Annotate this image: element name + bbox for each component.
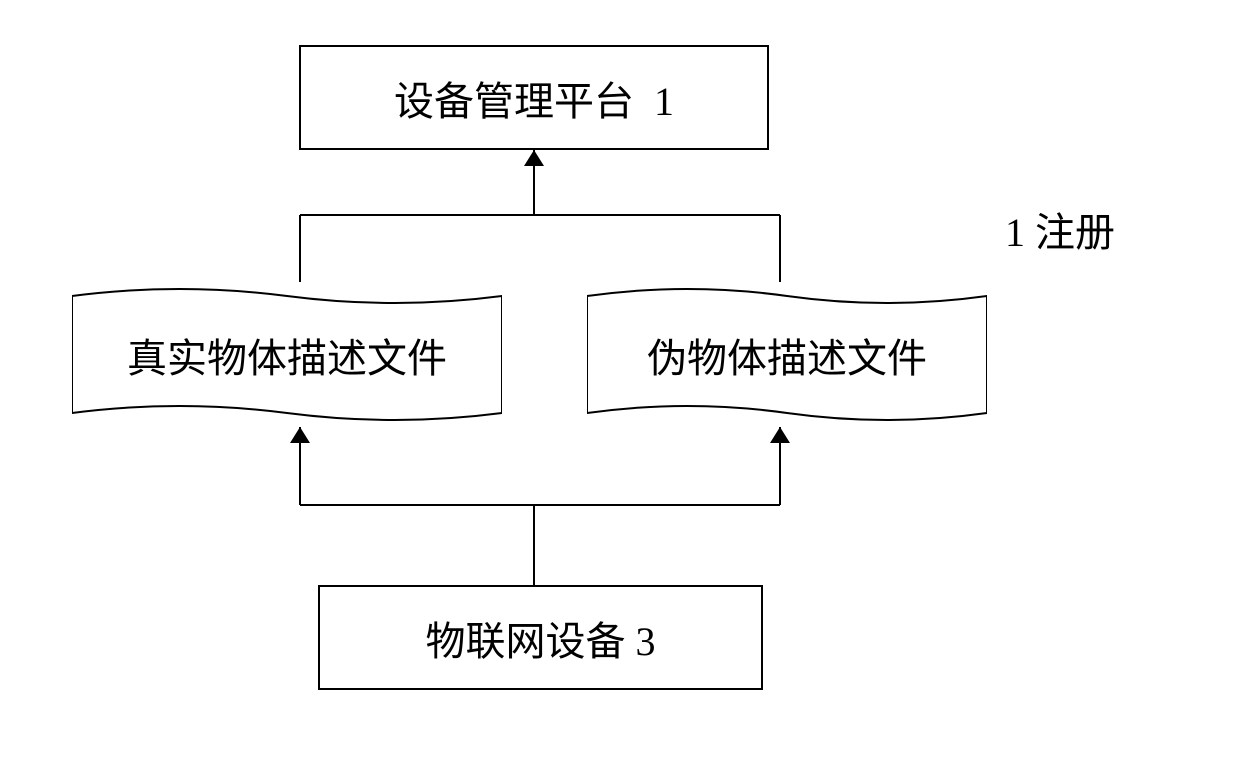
doc-fake-object-label: 伪物体描述文件 xyxy=(587,296,987,413)
side-label-register: 1 注册 xyxy=(1005,200,1115,258)
node-device-platform: 设备管理平台 1 xyxy=(299,45,769,150)
node-iot-device-label: 物联网设备 3 xyxy=(426,609,656,667)
doc-real-object-label: 真实物体描述文件 xyxy=(72,296,502,413)
node-device-platform-label: 设备管理平台 1 xyxy=(394,69,674,127)
node-iot-device: 物联网设备 3 xyxy=(318,585,763,690)
